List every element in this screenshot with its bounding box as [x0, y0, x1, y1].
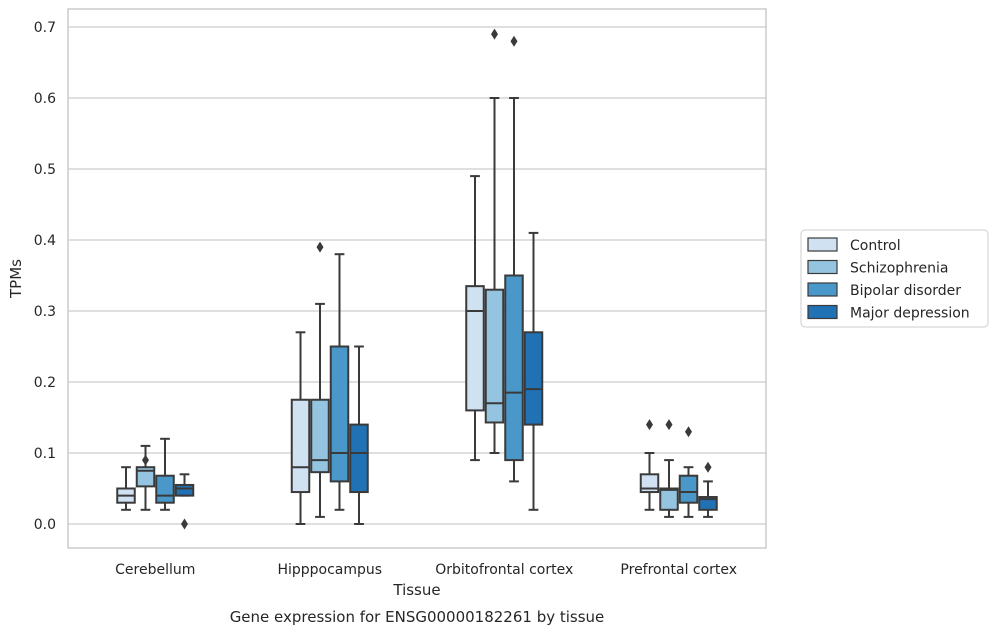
chart-caption: Gene expression for ENSG00000182261 by t…: [230, 608, 605, 626]
box-iqr: [678, 474, 699, 504]
x-axis-label: Tissue: [392, 581, 440, 599]
box-prefrontal-cortex-schizophrenia: [659, 419, 679, 518]
y-axis-label: TPMs: [7, 259, 25, 299]
legend-swatch: [807, 304, 838, 320]
x-axis-ticks: Cerebellum Hipppocampus Orbitofrontal cort…: [115, 562, 737, 578]
y-tick-label: 0.7: [34, 20, 56, 36]
box-iqr: [698, 496, 718, 511]
box-iqr: [523, 331, 544, 426]
outlier-point: [685, 426, 692, 438]
outlier-point: [646, 419, 653, 431]
outlier-point: [665, 419, 673, 431]
box-iqr: [135, 466, 156, 488]
box-iqr: [659, 487, 679, 511]
box-hipppocampus-bipolar-disorder: [329, 253, 350, 511]
x-tick-label: Orbitofrontal cortex: [435, 562, 573, 578]
box-groups: [116, 28, 718, 530]
x-tick-label: Hipppocampus: [277, 562, 382, 578]
legend-label: Schizophrenia: [850, 261, 948, 277]
box-iqr: [504, 274, 524, 462]
box-cerebellum-major-depression: [174, 473, 195, 530]
legend-item: Bipolar disorder: [807, 282, 961, 299]
y-tick-label: 0.2: [34, 375, 56, 391]
plot-area-frame: [67, 8, 767, 549]
y-tick-label: 0.4: [34, 233, 56, 249]
outlier-point: [510, 35, 518, 47]
box-iqr: [290, 398, 311, 494]
box-cerebellum-bipolar-disorder: [155, 437, 175, 511]
outlier-point: [704, 461, 712, 473]
legend-label: Control: [850, 238, 901, 254]
box-iqr: [155, 474, 175, 504]
box-iqr: [484, 288, 505, 424]
legend-item: Major depression: [807, 304, 970, 322]
x-tick-label: Prefrontal cortex: [620, 562, 737, 578]
legend-item: Control: [807, 237, 901, 254]
y-tick-label: 0.0: [34, 517, 56, 533]
legend-swatch: [807, 259, 838, 275]
outlier-point: [181, 518, 188, 530]
box-hipppocampus-major-depression: [349, 345, 369, 525]
y-tick-label: 0.5: [34, 162, 56, 178]
box-cerebellum-control: [116, 466, 136, 511]
box-iqr: [174, 483, 195, 497]
box-prefrontal-cortex-control: [639, 419, 660, 511]
box-iqr: [465, 285, 485, 412]
box-orbitofrontal-cortex-schizophrenia: [484, 28, 505, 454]
legend-label: Major depression: [850, 306, 970, 322]
box-prefrontal-cortex-bipolar-disorder: [678, 426, 699, 518]
box-orbitofrontal-cortex-major-depression: [523, 231, 544, 511]
outlier-point: [142, 454, 149, 466]
box-hipppocampus-schizophrenia: [310, 241, 330, 518]
legend-frame: [800, 229, 989, 328]
y-tick-label: 0.3: [34, 304, 56, 320]
y-axis-ticks: 0.0 0.1 0.2 0.3 0.4 0.5 0.6 0.7: [34, 20, 56, 533]
box-cerebellum-schizophrenia: [135, 444, 156, 511]
y-tick-label: 0.1: [34, 446, 56, 462]
gridlines: [68, 26, 766, 525]
legend-label: Bipolar disorder: [850, 283, 961, 299]
box-iqr: [310, 398, 330, 474]
outlier-point: [491, 28, 498, 40]
box-orbitofrontal-cortex-bipolar-disorder: [504, 35, 524, 483]
box-orbitofrontal-cortex-control: [465, 175, 485, 462]
legend: Control Schizophrenia Bipolar disorder Majo…: [800, 229, 989, 328]
box-hipppocampus-control: [290, 331, 311, 525]
y-tick-label: 0.6: [34, 91, 56, 107]
x-tick-label: Cerebellum: [115, 562, 195, 578]
box-iqr: [349, 423, 369, 494]
legend-swatch: [807, 237, 838, 252]
box-iqr: [329, 345, 350, 483]
legend-swatch: [807, 282, 838, 297]
legend-item: Schizophrenia: [807, 259, 948, 277]
box-prefrontal-cortex-major-depression: [698, 461, 718, 518]
outlier-point: [316, 241, 324, 253]
